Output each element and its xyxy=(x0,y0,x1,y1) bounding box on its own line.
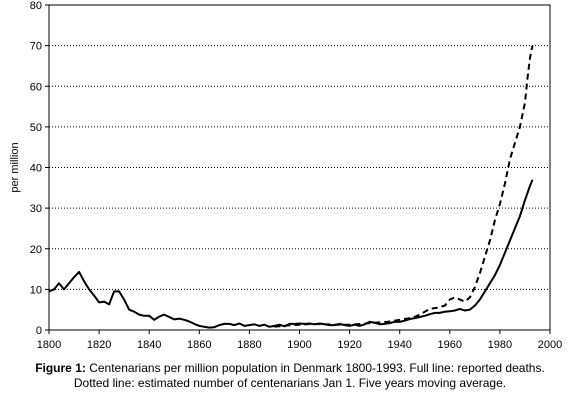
caption-label: Figure 1: xyxy=(35,361,86,375)
x-tick-label: 1960 xyxy=(438,339,462,351)
x-tick-label: 1840 xyxy=(137,339,161,351)
y-tick-label: 0 xyxy=(36,325,42,337)
x-tick-label: 1900 xyxy=(287,339,311,351)
x-tick-label: 1880 xyxy=(237,339,261,351)
caption-line-1: Figure 1: Centenarians per million popul… xyxy=(0,361,580,376)
series-line-dashed xyxy=(274,45,534,328)
y-tick-label: 70 xyxy=(30,41,42,53)
x-tick-label: 1800 xyxy=(37,339,61,351)
x-tick-label: 2000 xyxy=(538,339,562,351)
caption-line-2: Dotted line: estimated number of centena… xyxy=(73,376,507,390)
gridlines xyxy=(49,45,550,290)
y-tick-label: 20 xyxy=(30,244,42,256)
y-tick-label: 40 xyxy=(30,163,42,175)
series-line-solid xyxy=(48,179,534,329)
y-tick-label: 10 xyxy=(30,284,42,296)
y-tick-label: 60 xyxy=(30,81,42,93)
x-tick-label: 1920 xyxy=(337,339,361,351)
x-tick-label: 1980 xyxy=(488,339,512,351)
x-tick-label: 1860 xyxy=(187,339,211,351)
x-tick-label: 1940 xyxy=(387,339,411,351)
y-tick-label: 50 xyxy=(30,122,42,134)
plot-frame xyxy=(48,4,551,331)
caption-text-1: Centenarians per million population in D… xyxy=(85,361,545,375)
series-group xyxy=(48,45,534,329)
figure-caption: Figure 1: Centenarians per million popul… xyxy=(0,361,580,391)
y-axis-label: per million xyxy=(9,142,21,192)
x-tick-label: 1820 xyxy=(87,339,111,351)
y-tick-label: 30 xyxy=(30,203,42,215)
x-axis-ticks: 1800 1820 1840 1860 1880 1900 1920 1940 1960 1980… xyxy=(37,330,562,351)
y-axis-ticks: 0 10 20 30 40 50 60 70 80 xyxy=(30,0,49,337)
y-tick-label: 80 xyxy=(30,0,42,12)
line-chart: 0 10 20 30 40 50 60 70 80 1800 1820 1840 1860 1880 19… xyxy=(9,0,562,351)
